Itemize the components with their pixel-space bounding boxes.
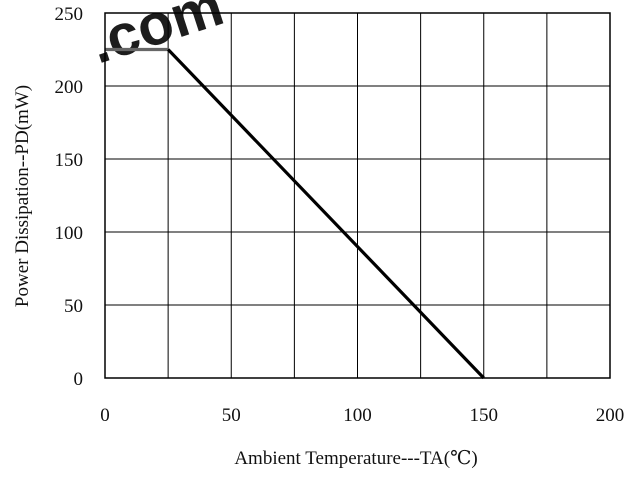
- y-tick-label: 200: [55, 77, 84, 98]
- y-tick-label: 0: [74, 369, 84, 390]
- x-tick-labels: 0 50 100 150 200: [100, 405, 624, 426]
- x-tick-label: 100: [343, 405, 372, 426]
- series-segment: [166, 48, 485, 380]
- plot-border: [104, 12, 611, 379]
- plot-frame: [104, 12, 611, 379]
- x-axis-title: Ambient Temperature---TA(℃): [234, 448, 477, 469]
- x-tick-label: 200: [596, 405, 625, 426]
- y-tick-label: 150: [55, 150, 84, 171]
- y-tick-label: 50: [64, 296, 83, 317]
- series-layer: [105, 47, 485, 380]
- y-tick-labels: 0 50 100 150 200 250: [55, 4, 84, 390]
- x-tick-label: 0: [100, 405, 110, 426]
- grid: [105, 13, 610, 378]
- y-tick-label: 100: [55, 223, 84, 244]
- y-axis-title: Power Dissipation--PD(mW): [12, 85, 33, 307]
- x-tick-label: 150: [470, 405, 499, 426]
- x-tick-label: 50: [222, 405, 241, 426]
- y-tick-label: 250: [55, 4, 84, 25]
